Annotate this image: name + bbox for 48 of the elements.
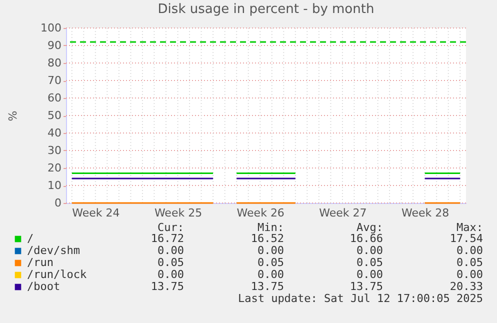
text: 0.00	[258, 244, 284, 257]
text: 17.54	[450, 232, 484, 245]
text: Cur:	[158, 221, 184, 234]
y-tick-label: 60	[48, 92, 62, 104]
chart-title: Disk usage in percent - by month	[158, 2, 374, 17]
text: Max:	[456, 221, 483, 234]
text: 0.00	[356, 268, 383, 281]
y-tick-label: 20	[48, 162, 62, 174]
text: Last update: Sat Jul 12 17:00:05 2025	[238, 292, 483, 305]
text: 0.05	[356, 256, 383, 269]
text: 20.33	[450, 280, 483, 293]
y-tick-label: 30	[48, 144, 62, 157]
x-tick-label: Week 25	[154, 206, 202, 220]
text: 0.05	[158, 256, 184, 269]
text: 13.75	[250, 280, 284, 293]
text: 0.00	[356, 244, 383, 257]
text: 0.00	[158, 244, 184, 257]
text: 13.75	[150, 280, 184, 293]
text: 16.52	[250, 232, 284, 245]
y-tick-label: 80	[48, 56, 62, 70]
x-tick-label: Week 28	[402, 206, 450, 220]
x-tick-label: Week 27	[319, 206, 367, 220]
text: Avg:	[356, 221, 383, 234]
y-tick-label: 10	[48, 179, 62, 192]
y-tick-label: 70	[48, 74, 62, 87]
text: 0.00	[456, 244, 483, 257]
legend-label: /run	[27, 256, 54, 269]
y-tick-label: 40	[48, 126, 62, 140]
text: 13.75	[350, 280, 383, 293]
text: 0.00	[258, 268, 284, 281]
y-tick-label: 90	[48, 39, 62, 52]
legend-label: /run/lock	[27, 268, 87, 281]
text: 16.66	[350, 232, 383, 245]
x-tick-label: Week 26	[236, 206, 284, 220]
y-tick-label: 100	[40, 22, 62, 34]
text: Min:	[258, 221, 284, 234]
text: 0.05	[456, 256, 483, 269]
text: 16.72	[150, 232, 184, 245]
y-tick-label: 0	[54, 196, 62, 210]
legend-label: /boot	[27, 280, 60, 293]
text: 0.00	[158, 268, 184, 281]
x-tick-label: Week 24	[72, 206, 120, 220]
legend-label: /dev/shm	[27, 244, 80, 257]
y-tick-label: 50	[48, 109, 62, 122]
text: 0.00	[456, 268, 483, 281]
text: 0.05	[258, 256, 284, 269]
y-axis-title: %	[6, 110, 20, 122]
legend-label: /	[27, 232, 34, 245]
